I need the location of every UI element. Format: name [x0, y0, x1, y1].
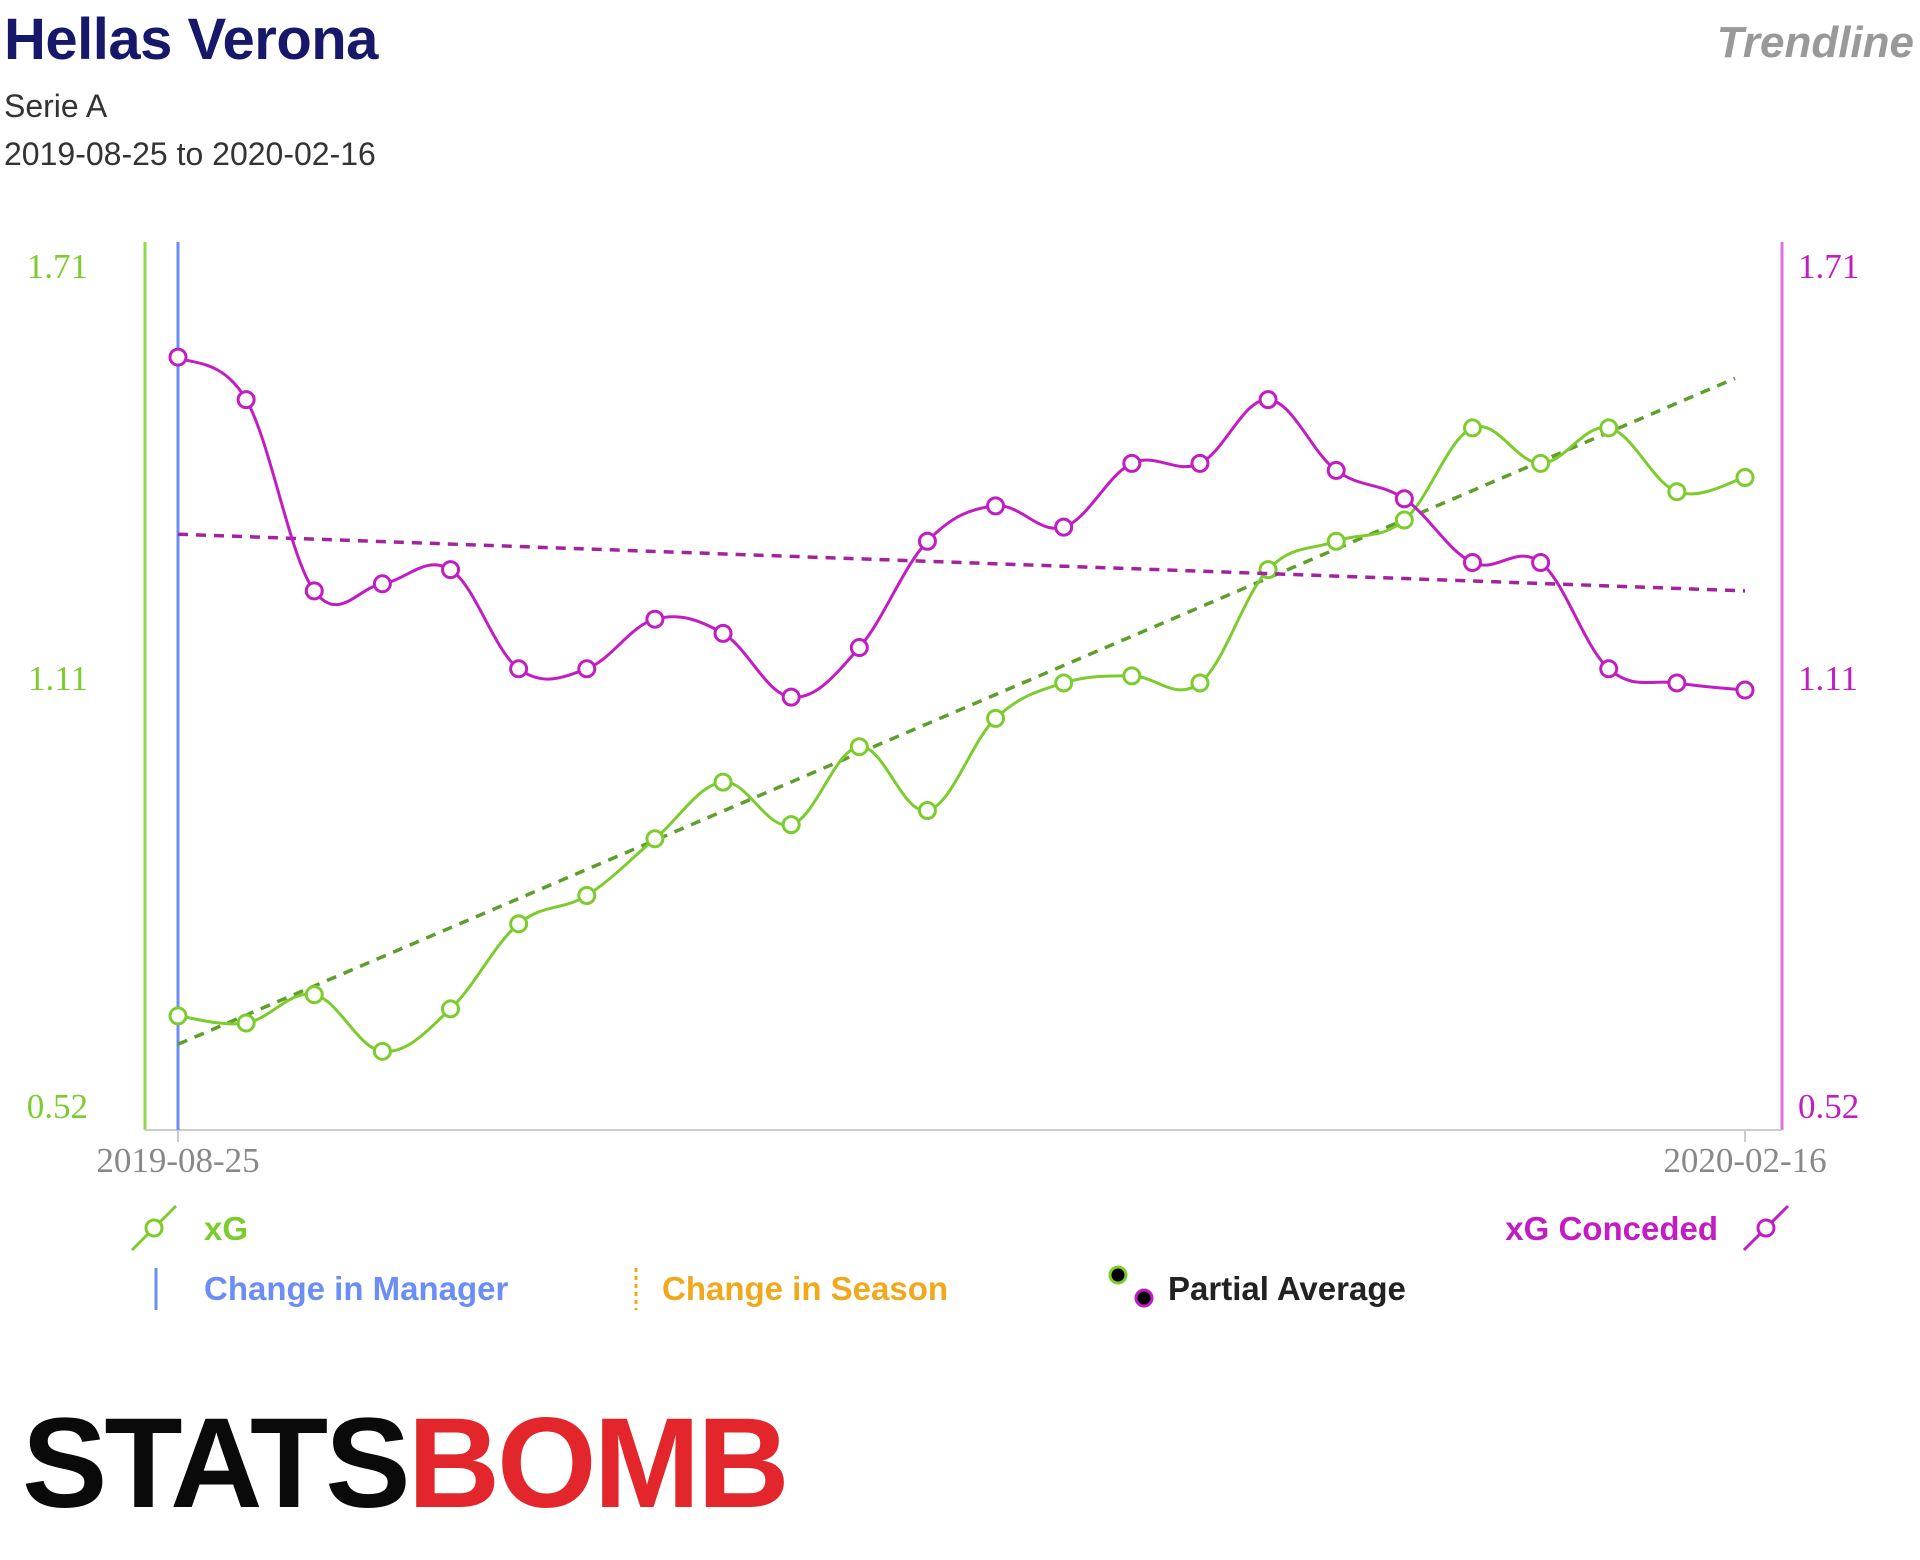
xg-point-2	[304, 985, 324, 1005]
x-tick-end: 2020-02-16	[1663, 1141, 1826, 1180]
xg-conceded-point-11	[917, 531, 937, 551]
xg-conceded-point-16	[1258, 390, 1278, 410]
logo-stats-text: STATS	[22, 1392, 411, 1535]
xg-conceded-point-15	[1190, 453, 1210, 473]
xg-point-3	[372, 1041, 392, 1061]
xg-point-22	[1667, 482, 1687, 502]
xg-point-11	[917, 800, 937, 820]
legend-partial-average-label: Partial Average	[1168, 1270, 1406, 1307]
plot-area	[143, 242, 1784, 1142]
xg-conceded-point-2	[304, 581, 324, 601]
xg-point-10	[849, 737, 869, 757]
xg-conceded-trendline	[177, 532, 1746, 593]
xg-point-17	[1326, 531, 1346, 551]
xg-point-18	[1394, 510, 1414, 530]
xg-point-8	[713, 772, 733, 792]
xg-conceded-point-0	[168, 347, 188, 367]
trendline-chart: 1.71 1.11 0.52 1.71 1.11 0.52 2019-08-25…	[27, 242, 1859, 1310]
xg-conceded-point-21	[1599, 659, 1619, 679]
xg-conceded-point-19	[1462, 553, 1482, 573]
legend-manager-label: Change in Manager	[204, 1270, 509, 1307]
xg-point-13	[1054, 673, 1074, 693]
xg-conceded-point-7	[645, 609, 665, 629]
legend-xg-conceded-label: xG Conceded	[1505, 1210, 1718, 1247]
xg-conceded-point-3	[372, 574, 392, 594]
xg-point-5	[509, 914, 529, 934]
xg-point-14	[1122, 666, 1142, 686]
xg-conceded-point-23	[1735, 680, 1755, 700]
left-y-tick-bottom: 0.52	[27, 1087, 88, 1126]
xg-conceded-point-9	[781, 687, 801, 707]
xg-conceded-point-5	[509, 659, 529, 679]
xg-point-20	[1531, 453, 1551, 473]
right-y-tick-mid: 1.11	[1798, 659, 1858, 698]
x-tick-start: 2019-08-25	[96, 1141, 259, 1180]
league-label: Serie A	[4, 88, 108, 124]
partial-average-magenta-icon	[1134, 1288, 1154, 1308]
xg-point-12	[986, 708, 1006, 728]
partial-average-green-icon	[1108, 1265, 1128, 1285]
xg-conceded-point-8	[713, 623, 733, 643]
right-y-tick-top: 1.71	[1798, 247, 1859, 286]
xg-trendline	[177, 376, 1736, 1046]
xg-conceded-point-20	[1531, 553, 1551, 573]
legend-xg-marker-icon	[144, 1218, 164, 1238]
xg-point-0	[168, 1006, 188, 1026]
xg-conceded-point-18	[1394, 489, 1414, 509]
legend-manager[interactable]: Change in Manager	[154, 1268, 509, 1310]
xg-conceded-point-6	[577, 659, 597, 679]
xg-point-9	[781, 815, 801, 835]
xg-point-19	[1462, 418, 1482, 438]
xg-conceded-point-14	[1122, 453, 1142, 473]
chart-type-label: Trendline	[1716, 18, 1914, 67]
xg-conceded-point-12	[986, 496, 1006, 516]
legend-xg[interactable]: xG	[130, 1204, 248, 1252]
legend-xg-label: xG	[204, 1210, 248, 1247]
xg-point-7	[645, 829, 665, 849]
legend-xg-conceded[interactable]: xG Conceded	[1505, 1204, 1790, 1252]
xg-conceded-point-17	[1326, 460, 1346, 480]
xg-point-1	[236, 1013, 256, 1033]
logo-bomb-text: BOMB	[407, 1392, 790, 1535]
legend-season[interactable]: Change in Season	[634, 1268, 948, 1310]
xg-series-line	[177, 424, 1746, 1053]
xg-conceded-point-13	[1054, 517, 1074, 537]
xg-point-23	[1735, 468, 1755, 488]
statsbomb-logo: STATSBOMB	[22, 1400, 790, 1528]
xg-conceded-point-4	[441, 560, 461, 580]
xg-conceded-series-line	[177, 355, 1746, 699]
team-title: Hellas Verona	[4, 7, 378, 72]
legend-partial-average[interactable]: Partial Average	[1108, 1265, 1406, 1308]
xg-conceded-point-1	[236, 390, 256, 410]
xg-point-4	[441, 999, 461, 1019]
left-y-tick-top: 1.71	[27, 247, 88, 286]
xg-point-21	[1599, 418, 1619, 438]
xg-conceded-point-10	[849, 638, 869, 658]
right-y-tick-bottom: 0.52	[1798, 1087, 1859, 1126]
xg-point-6	[577, 885, 597, 905]
date-range-label: 2019-08-25 to 2020-02-16	[4, 136, 376, 172]
legend-season-label: Change in Season	[662, 1270, 948, 1307]
xg-point-15	[1190, 673, 1210, 693]
left-y-tick-mid: 1.11	[28, 659, 88, 698]
legend-xg-conceded-marker-icon	[1756, 1218, 1776, 1238]
xg-point-16	[1258, 560, 1278, 580]
xg-conceded-point-22	[1667, 673, 1687, 693]
